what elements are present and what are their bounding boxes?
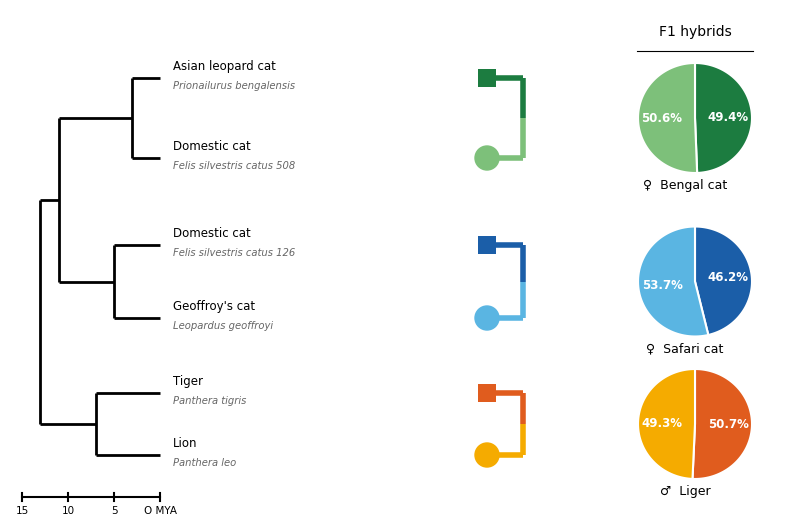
Text: Felis silvestris catus 508: Felis silvestris catus 508 (173, 161, 295, 171)
Text: Tiger: Tiger (173, 375, 203, 388)
Text: ♀  Safari cat: ♀ Safari cat (646, 342, 724, 356)
Text: 46.2%: 46.2% (707, 271, 748, 284)
Bar (478, 236, 496, 254)
Text: Panthera tigris: Panthera tigris (173, 396, 246, 406)
Circle shape (475, 146, 499, 170)
Text: O MYA: O MYA (143, 506, 177, 516)
Text: Domestic cat: Domestic cat (173, 140, 250, 153)
Text: Felis silvestris catus 126: Felis silvestris catus 126 (173, 248, 295, 258)
PathPatch shape (638, 63, 697, 173)
Text: 50.7%: 50.7% (708, 418, 749, 431)
Circle shape (475, 443, 499, 467)
PathPatch shape (638, 226, 708, 337)
Text: 53.7%: 53.7% (642, 279, 682, 292)
Text: Asian leopard cat: Asian leopard cat (173, 60, 276, 73)
PathPatch shape (695, 226, 752, 335)
Text: 15: 15 (15, 506, 29, 516)
Text: 50.6%: 50.6% (642, 112, 682, 125)
Circle shape (475, 306, 499, 330)
Text: ♀  Bengal cat: ♀ Bengal cat (643, 179, 727, 192)
Text: F1 hybrids: F1 hybrids (658, 25, 731, 39)
Text: 49.4%: 49.4% (707, 111, 749, 124)
Text: Domestic cat: Domestic cat (173, 227, 250, 240)
PathPatch shape (693, 369, 752, 479)
Text: 10: 10 (62, 506, 74, 516)
Bar (478, 69, 496, 87)
Text: Prionailurus bengalensis: Prionailurus bengalensis (173, 81, 295, 91)
Bar (478, 384, 496, 402)
Text: 5: 5 (110, 506, 118, 516)
Text: Geoffroy's cat: Geoffroy's cat (173, 300, 255, 313)
Text: Leopardus geoffroyi: Leopardus geoffroyi (173, 321, 273, 331)
PathPatch shape (695, 63, 752, 173)
Text: Lion: Lion (173, 437, 198, 450)
Text: ♂  Liger: ♂ Liger (660, 485, 710, 498)
PathPatch shape (638, 369, 695, 479)
Text: 49.3%: 49.3% (642, 417, 682, 430)
Text: Panthera leo: Panthera leo (173, 458, 236, 468)
